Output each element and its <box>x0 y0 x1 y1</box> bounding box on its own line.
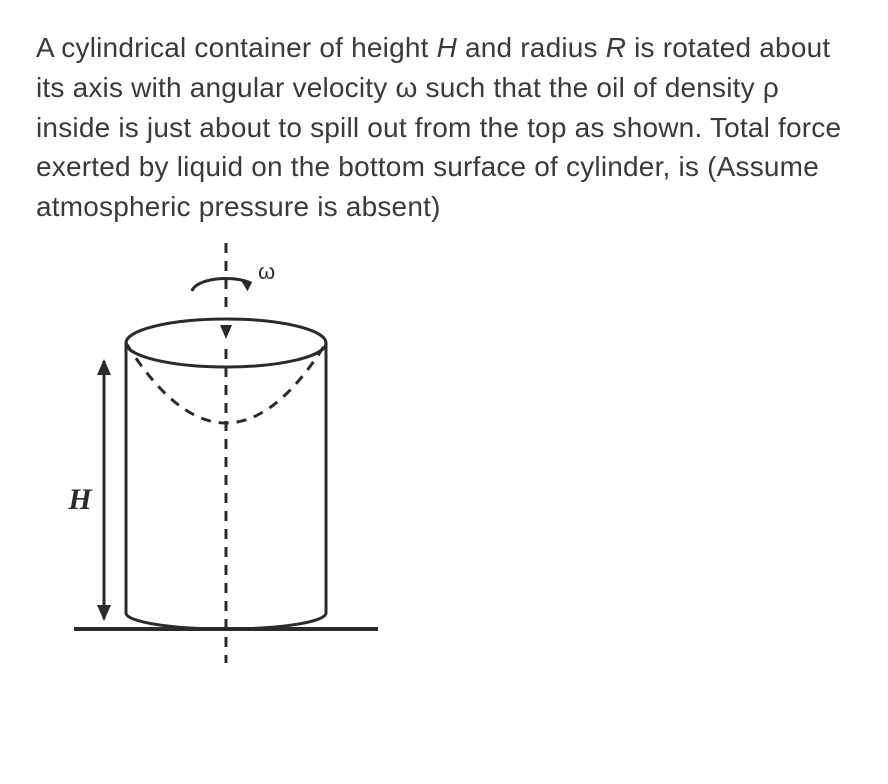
q-seg-1-H: H <box>437 32 457 63</box>
question-text: A cylindrical container of height H and … <box>36 28 852 227</box>
height-label: H <box>67 483 93 516</box>
cylinder-diagram: ωH <box>46 233 406 673</box>
height-arrow-bottom-icon <box>97 605 111 621</box>
axis-arrowhead-icon <box>220 325 232 339</box>
q-seg-2: and radius <box>457 32 606 63</box>
page: A cylindrical container of height H and … <box>0 0 888 706</box>
figure-container: ωH <box>46 233 852 678</box>
q-seg-0: A cylindrical container of height <box>36 32 437 63</box>
rotation-arc <box>192 278 252 291</box>
q-seg-3-R: R <box>606 32 626 63</box>
omega-label: ω <box>258 259 275 284</box>
height-arrow-top-icon <box>97 359 111 375</box>
